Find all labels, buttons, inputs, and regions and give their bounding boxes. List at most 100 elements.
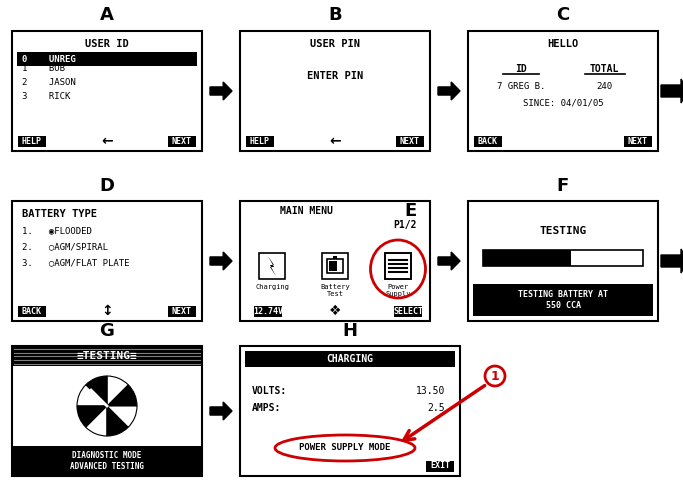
Text: E: E: [404, 202, 416, 220]
Text: Power
Supply: Power Supply: [385, 284, 410, 297]
Text: USER ID: USER ID: [85, 39, 129, 49]
Bar: [18, 305, 46, 317]
Polygon shape: [661, 79, 683, 103]
Bar: [246, 136, 274, 146]
Wedge shape: [86, 406, 107, 436]
Polygon shape: [438, 82, 460, 100]
Text: TESTING BATTERY AT
550 CCA: TESTING BATTERY AT 550 CCA: [518, 290, 608, 310]
Bar: [483, 250, 643, 266]
Text: ↕: ↕: [101, 304, 113, 318]
Bar: [468, 31, 658, 151]
Text: P1/2: P1/2: [393, 220, 417, 230]
Bar: [473, 284, 653, 316]
Text: BACK: BACK: [22, 306, 42, 316]
Text: D: D: [100, 177, 115, 195]
Text: A: A: [100, 6, 114, 24]
Bar: [12, 446, 202, 476]
Text: Charging: Charging: [255, 284, 289, 290]
Bar: [12, 201, 202, 321]
Wedge shape: [77, 406, 107, 427]
Bar: [259, 253, 285, 279]
Text: CHARGING: CHARGING: [326, 354, 374, 364]
Text: 3.   ○AGM/FLAT PLATE: 3. ○AGM/FLAT PLATE: [22, 258, 130, 268]
Bar: [240, 346, 460, 476]
Bar: [468, 201, 658, 321]
Ellipse shape: [275, 435, 415, 461]
Polygon shape: [210, 82, 232, 100]
Text: 12.74V: 12.74V: [253, 306, 283, 316]
Text: BACK: BACK: [478, 136, 498, 145]
Bar: [426, 461, 454, 471]
Text: ←: ←: [329, 134, 341, 148]
Wedge shape: [86, 376, 107, 406]
Bar: [483, 250, 571, 266]
Text: EXIT: EXIT: [430, 462, 450, 470]
Text: G: G: [100, 322, 115, 340]
Text: 1: 1: [490, 370, 499, 382]
Text: USER PIN: USER PIN: [310, 39, 360, 49]
Bar: [333, 256, 337, 259]
Text: H: H: [342, 322, 357, 340]
Text: ≡TESTING≡: ≡TESTING≡: [76, 351, 137, 361]
Bar: [624, 136, 652, 146]
Bar: [396, 136, 424, 146]
Text: C: C: [557, 6, 570, 24]
Bar: [474, 136, 502, 146]
Polygon shape: [438, 252, 460, 270]
Text: 1.   ◉FLOODED: 1. ◉FLOODED: [22, 226, 92, 236]
Text: HELP: HELP: [250, 136, 270, 145]
Bar: [254, 305, 282, 317]
Text: 13.50: 13.50: [416, 386, 445, 396]
Text: HELLO: HELLO: [547, 39, 579, 49]
Text: 2.5: 2.5: [428, 403, 445, 413]
Text: TOTAL: TOTAL: [590, 64, 619, 74]
Polygon shape: [268, 256, 276, 276]
Text: 3    RICK: 3 RICK: [22, 91, 70, 101]
Bar: [12, 346, 202, 476]
Bar: [168, 136, 196, 146]
Text: Battery
Test: Battery Test: [320, 284, 350, 297]
Text: TESTING: TESTING: [540, 226, 587, 236]
Bar: [240, 201, 430, 321]
Text: 0    UNREG: 0 UNREG: [22, 55, 76, 63]
Text: VOLTS:: VOLTS:: [252, 386, 288, 396]
Wedge shape: [107, 406, 128, 436]
Text: 7 GREG B.: 7 GREG B.: [497, 82, 546, 90]
Text: NEXT: NEXT: [172, 136, 192, 145]
Text: BATTERY TYPE: BATTERY TYPE: [22, 209, 97, 219]
Text: 2    JASON: 2 JASON: [22, 78, 76, 86]
Text: ID: ID: [516, 64, 527, 74]
Bar: [385, 253, 411, 279]
Text: ENTER PIN: ENTER PIN: [307, 71, 363, 81]
Wedge shape: [107, 406, 137, 427]
Bar: [385, 253, 411, 279]
Text: 240: 240: [597, 82, 613, 90]
Text: POWER SUPPLY MODE: POWER SUPPLY MODE: [299, 443, 391, 453]
Bar: [322, 253, 348, 279]
Bar: [168, 305, 196, 317]
Bar: [12, 346, 202, 366]
Text: SELECT: SELECT: [393, 306, 423, 316]
Text: NEXT: NEXT: [628, 136, 648, 145]
Text: MAIN MENU: MAIN MENU: [280, 206, 333, 216]
Polygon shape: [210, 252, 232, 270]
Bar: [17, 52, 197, 66]
Text: B: B: [329, 6, 342, 24]
Text: ❖: ❖: [329, 304, 342, 318]
Bar: [329, 261, 337, 271]
Polygon shape: [210, 402, 232, 420]
Text: ←: ←: [101, 134, 113, 148]
Text: NEXT: NEXT: [400, 136, 420, 145]
Text: 1    BOB: 1 BOB: [22, 63, 65, 73]
Wedge shape: [107, 385, 137, 406]
Text: SINCE: 04/01/05: SINCE: 04/01/05: [522, 99, 603, 108]
Text: DIAGNOSTIC MODE
ADVANCED TESTING: DIAGNOSTIC MODE ADVANCED TESTING: [70, 451, 144, 471]
Wedge shape: [77, 385, 107, 406]
Text: NEXT: NEXT: [172, 306, 192, 316]
Circle shape: [485, 366, 505, 386]
Bar: [18, 136, 46, 146]
Text: AMPS:: AMPS:: [252, 403, 281, 413]
Polygon shape: [661, 249, 683, 273]
Bar: [394, 305, 422, 317]
Text: HELP: HELP: [22, 136, 42, 145]
